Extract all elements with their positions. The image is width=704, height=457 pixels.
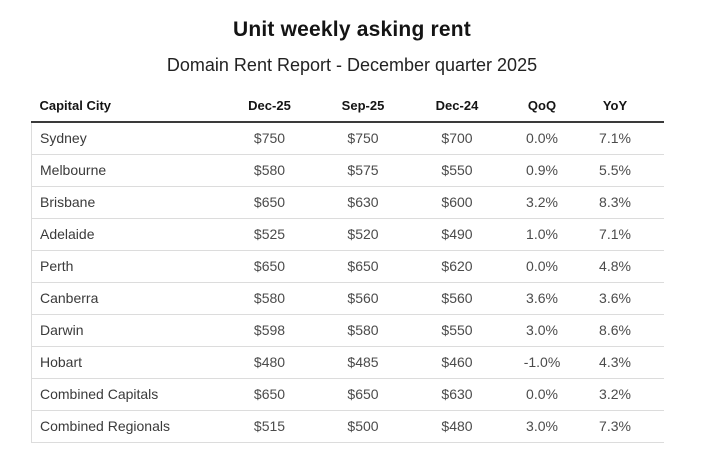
value-cell: $490 bbox=[410, 218, 504, 251]
value-cell: $630 bbox=[315, 186, 411, 219]
col-header-sep-25: Sep-25 bbox=[341, 97, 385, 113]
city-cell: Perth bbox=[31, 250, 224, 283]
value-cell: $550 bbox=[410, 314, 504, 347]
table-row: Combined Capitals $650 $650 $630 0.0% 3.2% bbox=[31, 378, 664, 411]
value-cell: 3.2% bbox=[580, 378, 664, 411]
value-cell: 7.3% bbox=[580, 410, 664, 443]
value-cell: 0.0% bbox=[503, 122, 581, 155]
value-cell: 0.0% bbox=[503, 250, 581, 283]
city-cell: Combined Regionals bbox=[31, 410, 224, 443]
value-cell: $480 bbox=[410, 410, 504, 443]
value-cell: 3.6% bbox=[580, 282, 664, 315]
table-row: Brisbane $650 $630 $600 3.2% 8.3% bbox=[31, 186, 664, 219]
col-header-capital-city: Capital City bbox=[39, 97, 112, 113]
value-cell: $485 bbox=[315, 346, 411, 379]
table-row: Melbourne $580 $575 $550 0.9% 5.5% bbox=[31, 154, 664, 187]
table-row: Sydney $750 $750 $700 0.0% 7.1% bbox=[31, 122, 664, 155]
value-cell: $650 bbox=[223, 378, 316, 411]
city-cell: Sydney bbox=[31, 122, 224, 155]
col-header-qoq: QoQ bbox=[527, 97, 557, 113]
value-cell: $650 bbox=[223, 250, 316, 283]
value-cell: 4.8% bbox=[580, 250, 664, 283]
value-cell: $700 bbox=[410, 122, 504, 155]
value-cell: $550 bbox=[410, 154, 504, 187]
table-row: Adelaide $525 $520 $490 1.0% 7.1% bbox=[31, 218, 664, 251]
value-cell: $460 bbox=[410, 346, 504, 379]
value-cell: 7.1% bbox=[580, 218, 664, 251]
value-cell: $480 bbox=[223, 346, 316, 379]
value-cell: $630 bbox=[410, 378, 504, 411]
col-header-yoy: YoY bbox=[602, 97, 628, 113]
value-cell: $560 bbox=[315, 282, 411, 315]
value-cell: $650 bbox=[223, 186, 316, 219]
value-cell: 0.9% bbox=[503, 154, 581, 187]
table-header-row: Capital City Dec-25 Sep-25 Dec-24 QoQ Yo… bbox=[31, 89, 664, 122]
value-cell: $620 bbox=[410, 250, 504, 283]
table-row: Darwin $598 $580 $550 3.0% 8.6% bbox=[31, 314, 664, 347]
value-cell: $598 bbox=[223, 314, 316, 347]
value-cell: $600 bbox=[410, 186, 504, 219]
value-cell: $560 bbox=[410, 282, 504, 315]
value-cell: $580 bbox=[223, 154, 316, 187]
value-cell: 1.0% bbox=[503, 218, 581, 251]
city-cell: Adelaide bbox=[31, 218, 224, 251]
value-cell: 3.0% bbox=[503, 314, 581, 347]
value-cell: 8.6% bbox=[580, 314, 664, 347]
value-cell: $580 bbox=[315, 314, 411, 347]
city-cell: Melbourne bbox=[31, 154, 224, 187]
city-cell: Canberra bbox=[31, 282, 224, 315]
city-cell: Darwin bbox=[31, 314, 224, 347]
city-cell: Hobart bbox=[31, 346, 224, 379]
page-subtitle: Domain Rent Report - December quarter 20… bbox=[166, 55, 538, 75]
table-row: Hobart $480 $485 $460 -1.0% 4.3% bbox=[31, 346, 664, 379]
value-cell: 8.3% bbox=[580, 186, 664, 219]
table-body: Sydney $750 $750 $700 0.0% 7.1% Melbourne $580 $… bbox=[31, 122, 664, 443]
value-cell: $650 bbox=[315, 250, 411, 283]
value-cell: 3.2% bbox=[503, 186, 581, 219]
value-cell: -1.0% bbox=[503, 346, 581, 379]
col-header-dec-24: Dec-24 bbox=[435, 97, 479, 113]
value-cell: $750 bbox=[223, 122, 316, 155]
value-cell: $580 bbox=[223, 282, 316, 315]
rent-table: Capital City Dec-25 Sep-25 Dec-24 QoQ Yo… bbox=[31, 89, 664, 443]
table-row: Canberra $580 $560 $560 3.6% 3.6% bbox=[31, 282, 664, 315]
value-cell: $515 bbox=[223, 410, 316, 443]
value-cell: $520 bbox=[315, 218, 411, 251]
table-header: Capital City Dec-25 Sep-25 Dec-24 QoQ Yo… bbox=[31, 89, 664, 122]
value-cell: $750 bbox=[315, 122, 411, 155]
value-cell: $525 bbox=[223, 218, 316, 251]
value-cell: $500 bbox=[315, 410, 411, 443]
value-cell: 4.3% bbox=[580, 346, 664, 379]
value-cell: 3.0% bbox=[503, 410, 581, 443]
table-row: Perth $650 $650 $620 0.0% 4.8% bbox=[31, 250, 664, 283]
value-cell: $650 bbox=[315, 378, 411, 411]
value-cell: 7.1% bbox=[580, 122, 664, 155]
value-cell: 5.5% bbox=[580, 154, 664, 187]
table-row: Combined Regionals $515 $500 $480 3.0% 7.3% bbox=[31, 410, 664, 443]
value-cell: 3.6% bbox=[503, 282, 581, 315]
col-header-dec-25: Dec-25 bbox=[248, 97, 291, 113]
value-cell: 0.0% bbox=[503, 378, 581, 411]
page-title: Unit weekly asking rent bbox=[232, 18, 471, 41]
city-cell: Brisbane bbox=[31, 186, 224, 219]
city-cell: Combined Capitals bbox=[31, 378, 224, 411]
value-cell: $575 bbox=[315, 154, 411, 187]
